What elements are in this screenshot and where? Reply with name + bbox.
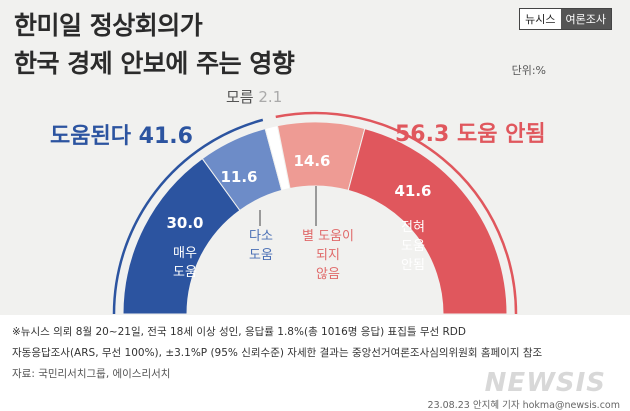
not-much-label-1: 별 도움이: [302, 229, 354, 244]
no-help-total: 56.3 도움 안됨: [395, 116, 546, 148]
brand-newsis: 뉴시스: [520, 9, 561, 29]
not-much-value: 14.6: [293, 152, 331, 170]
somewhat-helpful-value: 11.6: [220, 168, 258, 186]
newsis-watermark: NEWSIS: [484, 368, 606, 398]
not-at-all-label-1: 전혀: [401, 220, 425, 235]
not-at-all-label-2: 도움: [401, 239, 425, 254]
notes-panel: ※뉴시스 의뢰 8월 20~21일, 전국 18세 이상 성인, 응답률 1.8…: [0, 315, 630, 411]
very-helpful-label-1: 매우: [173, 246, 197, 261]
title-line-1: 한미일 정상회의가: [14, 11, 203, 40]
not-at-all-label-3: 안됨: [401, 258, 425, 273]
not-at-all-value: 41.6: [394, 182, 432, 200]
no-help-total-value: 56.3: [395, 122, 450, 147]
help-total-label: 도움된다: [50, 124, 131, 149]
help-total-value: 41.6: [138, 124, 193, 149]
not-at-all-slice: [347, 127, 508, 315]
not-at-all-label: 전혀 도움 안됨: [378, 218, 448, 275]
not-much-label: 별 도움이 되지 않음: [286, 227, 370, 284]
very-helpful-label: 매우 도움: [150, 244, 220, 282]
credit-line: 23.08.23 안지혜 기자 hokma@newsis.com: [427, 400, 620, 411]
brand-poll: 여론조사: [560, 9, 611, 29]
very-helpful-value: 30.0: [166, 214, 204, 232]
not-much-label-2: 되지: [316, 248, 340, 263]
help-accent-arc: [112, 118, 264, 315]
not-much-label-3: 않음: [316, 267, 340, 282]
no-help-accent-arc: [275, 111, 518, 315]
note-line-2: 자동응답조사(ARS, 무선 100%), ±3.1%P (95% 신뢰수준) …: [12, 347, 543, 359]
title-line-2: 한국 경제 안보에 주는 영향: [14, 49, 295, 78]
unit-label: 단위:%: [511, 64, 546, 77]
somewhat-helpful-label-1: 다소: [249, 229, 273, 244]
note-source: 자료: 국민리서치그룹, 에이스리서치: [12, 368, 171, 380]
note-line-1: ※뉴시스 의뢰 8월 20~21일, 전국 18세 이상 성인, 응답률 1.8…: [12, 326, 466, 338]
dont-know-value: 2.1: [258, 88, 283, 106]
brand-badge: 뉴시스 여론조사: [519, 8, 612, 30]
somewhat-helpful-label-2: 도움: [249, 248, 273, 263]
help-total: 도움된다 41.6: [50, 118, 193, 150]
half-donut-chart: [112, 111, 518, 315]
somewhat-helpful-label: 다소 도움: [236, 227, 286, 265]
dont-know-label: 모름 2.1: [226, 86, 282, 107]
very-helpful-label-2: 도움: [173, 265, 197, 280]
no-help-total-label: 도움 안됨: [456, 122, 546, 147]
dont-know-text: 모름: [226, 88, 254, 106]
